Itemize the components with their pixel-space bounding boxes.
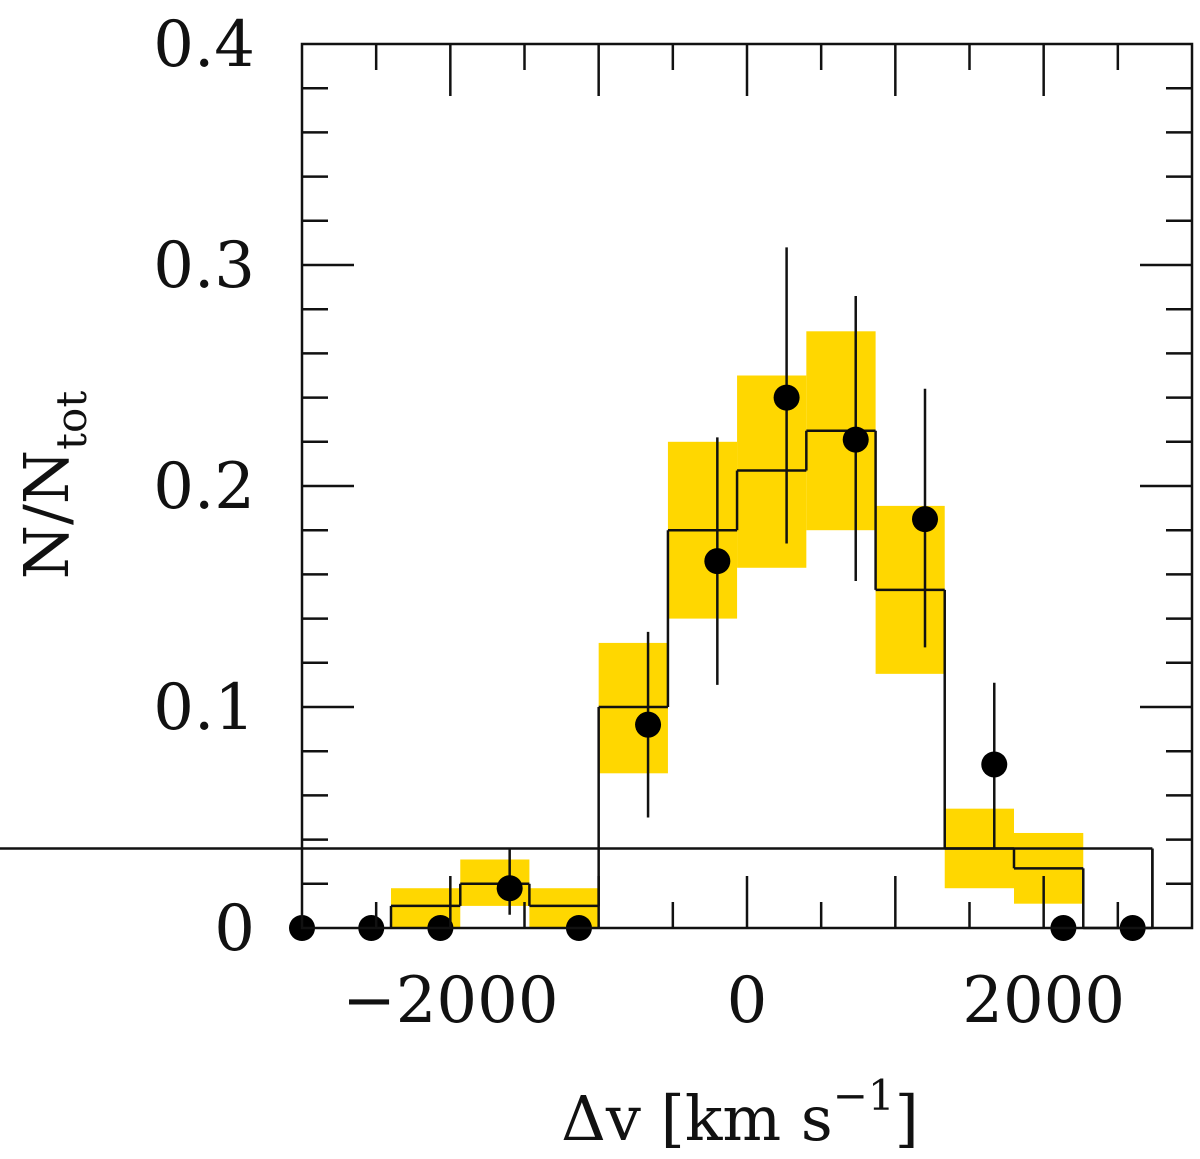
- data-point-10: [981, 751, 1008, 778]
- data-point-9: [912, 506, 938, 533]
- y-tick-label-3: 0.3: [153, 229, 255, 303]
- y-axis-label: N/Ntot: [10, 391, 96, 580]
- x-axis-label: Δv [km s−1]: [561, 1071, 919, 1155]
- y-tick-label-1: 0.1: [153, 671, 255, 745]
- y-axis-label-main: N/N: [10, 450, 83, 579]
- x-tick-labels: −2000 0 2000: [342, 964, 1125, 1038]
- data-point-3: [496, 875, 523, 902]
- x-axis-label-main: Δv [km s: [561, 1082, 833, 1155]
- y-tick-label-4: 0.4: [153, 8, 255, 82]
- x-axis-label-sup: −1: [833, 1071, 895, 1120]
- x-tick-label-1: 0: [727, 964, 768, 1038]
- data-point-8: [842, 426, 869, 453]
- y-tick-label-0: 0: [214, 892, 255, 966]
- axis-ticks: [302, 44, 1192, 928]
- y-axis-label-sub: tot: [47, 391, 96, 450]
- data-point-5: [635, 711, 662, 738]
- data-point-6: [704, 548, 731, 575]
- x-tick-label-0: −2000: [342, 964, 559, 1038]
- histogram: [0, 429, 1154, 930]
- x-axis-label-close: ]: [895, 1082, 919, 1155]
- data-point-7: [773, 384, 800, 411]
- y-tick-labels: 0 0.1 0.2 0.3 0.4: [153, 8, 255, 966]
- data-points: [289, 384, 1146, 941]
- y-tick-label-2: 0.2: [153, 450, 255, 524]
- uncertainty-bands: [391, 331, 1084, 928]
- x-tick-label-2: 2000: [962, 964, 1125, 1038]
